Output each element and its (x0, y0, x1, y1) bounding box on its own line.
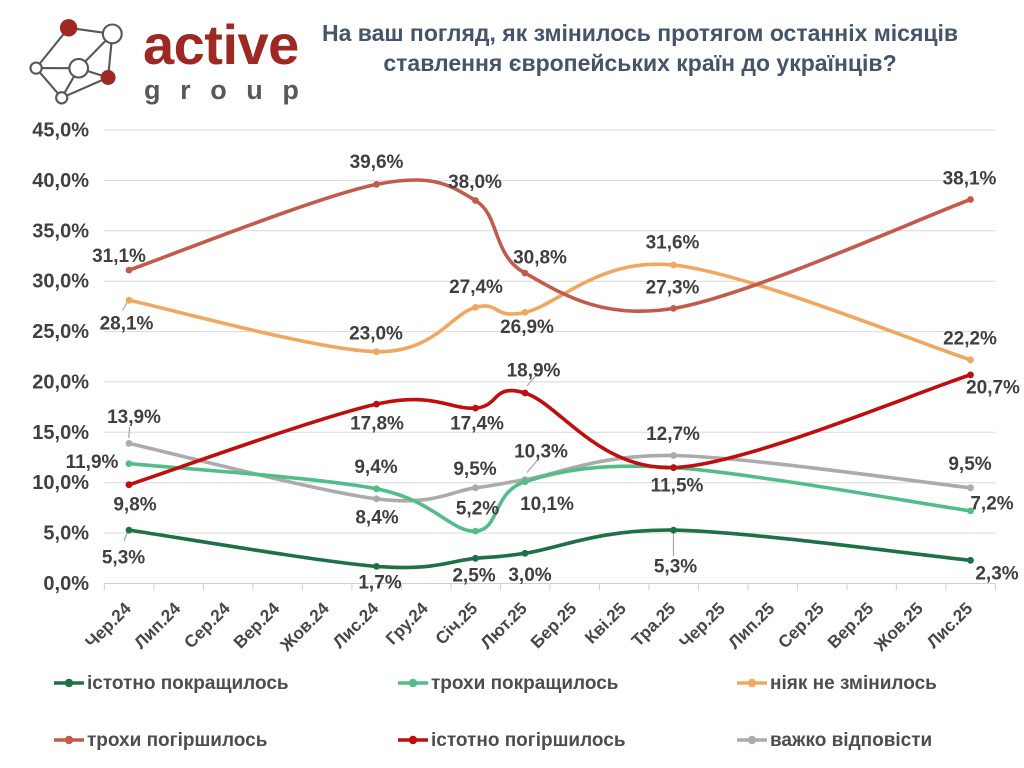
svg-text:27,3%: 27,3% (646, 278, 700, 299)
svg-text:трохи погіршилось: трохи погіршилось (87, 730, 267, 751)
svg-text:трохи покращилось: трохи покращилось (431, 673, 618, 694)
svg-text:28,1%: 28,1% (100, 314, 154, 335)
svg-text:23,0%: 23,0% (349, 324, 403, 345)
svg-text:15,0%: 15,0% (32, 422, 89, 444)
svg-text:39,6%: 39,6% (350, 152, 404, 173)
svg-text:40,0%: 40,0% (32, 170, 89, 192)
svg-text:45,0%: 45,0% (32, 120, 89, 142)
svg-text:31,1%: 31,1% (92, 246, 146, 267)
svg-text:31,6%: 31,6% (646, 233, 700, 254)
svg-text:7,2%: 7,2% (970, 494, 1013, 515)
svg-text:20,7%: 20,7% (966, 378, 1020, 399)
svg-text:30,0%: 30,0% (32, 271, 89, 293)
svg-text:10,1%: 10,1% (520, 494, 574, 515)
svg-text:2,5%: 2,5% (452, 566, 495, 587)
svg-text:38,0%: 38,0% (448, 172, 502, 193)
svg-text:9,8%: 9,8% (113, 495, 156, 516)
svg-text:30,8%: 30,8% (513, 248, 567, 269)
svg-text:13,9%: 13,9% (107, 407, 161, 428)
svg-text:5,0%: 5,0% (43, 523, 89, 545)
svg-text:ставлення європейських країн д: ставлення європейських країн до українці… (383, 50, 896, 76)
svg-text:10,3%: 10,3% (514, 442, 568, 463)
svg-text:17,4%: 17,4% (450, 414, 504, 435)
svg-text:5,2%: 5,2% (456, 499, 499, 520)
svg-text:27,4%: 27,4% (449, 277, 503, 298)
svg-text:10,0%: 10,0% (32, 472, 89, 494)
svg-text:5,3%: 5,3% (654, 557, 697, 578)
svg-text:2,3%: 2,3% (975, 564, 1018, 585)
svg-text:8,4%: 8,4% (355, 508, 398, 529)
svg-text:22,2%: 22,2% (943, 329, 997, 350)
svg-text:3,0%: 3,0% (508, 565, 551, 586)
svg-text:5,3%: 5,3% (102, 548, 145, 569)
svg-text:9,5%: 9,5% (948, 454, 991, 475)
svg-text:важко відповісти: важко відповісти (770, 730, 932, 751)
svg-text:18,9%: 18,9% (507, 361, 561, 382)
svg-text:active: active (143, 13, 299, 76)
svg-text:38,1%: 38,1% (943, 169, 997, 190)
svg-text:ніяк не змінилось: ніяк не змінилось (770, 673, 937, 694)
svg-text:9,4%: 9,4% (354, 457, 397, 478)
svg-text:11,9%: 11,9% (66, 452, 119, 473)
svg-text:17,8%: 17,8% (350, 414, 404, 435)
svg-text:істотно погіршилось: істотно погіршилось (431, 730, 626, 751)
svg-text:20,0%: 20,0% (32, 371, 89, 393)
svg-text:9,5%: 9,5% (453, 459, 496, 480)
svg-text:25,0%: 25,0% (32, 321, 89, 343)
svg-text:0,0%: 0,0% (43, 573, 89, 595)
svg-text:На ваш погляд, як змінилось пр: На ваш погляд, як змінилось протягом ост… (322, 20, 958, 46)
svg-text:1,7%: 1,7% (358, 573, 401, 594)
svg-text:11,5%: 11,5% (651, 476, 704, 497)
svg-text:12,7%: 12,7% (646, 424, 700, 445)
svg-text:35,0%: 35,0% (32, 220, 89, 242)
svg-text:істотно покращилось: істотно покращилось (87, 673, 289, 694)
svg-text:26,9%: 26,9% (500, 317, 554, 338)
svg-text:group: group (144, 75, 318, 105)
